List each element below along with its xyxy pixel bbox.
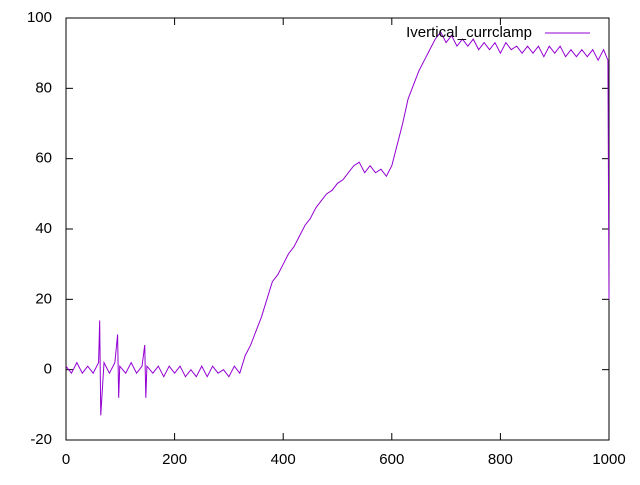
y-tick-label: 40	[35, 220, 52, 237]
plot-border	[65, 17, 610, 441]
x-tick-label: 800	[488, 451, 513, 468]
x-tick-label: 0	[62, 451, 70, 468]
y-tick-label: 80	[35, 79, 52, 96]
legend-label: Ivertical_currclamp	[406, 24, 532, 41]
data-line	[65, 31, 610, 416]
y-tick-label: 20	[35, 290, 52, 307]
y-tick-label: 0	[44, 361, 52, 378]
x-tick-label: 600	[379, 451, 404, 468]
x-tick-label: 1000	[592, 451, 625, 468]
y-tick-label: -20	[30, 431, 52, 448]
x-tick-label: 200	[162, 451, 187, 468]
x-tick-label: 400	[271, 451, 296, 468]
y-tick-label: 60	[35, 150, 52, 167]
y-tick-label: 100	[27, 9, 52, 26]
